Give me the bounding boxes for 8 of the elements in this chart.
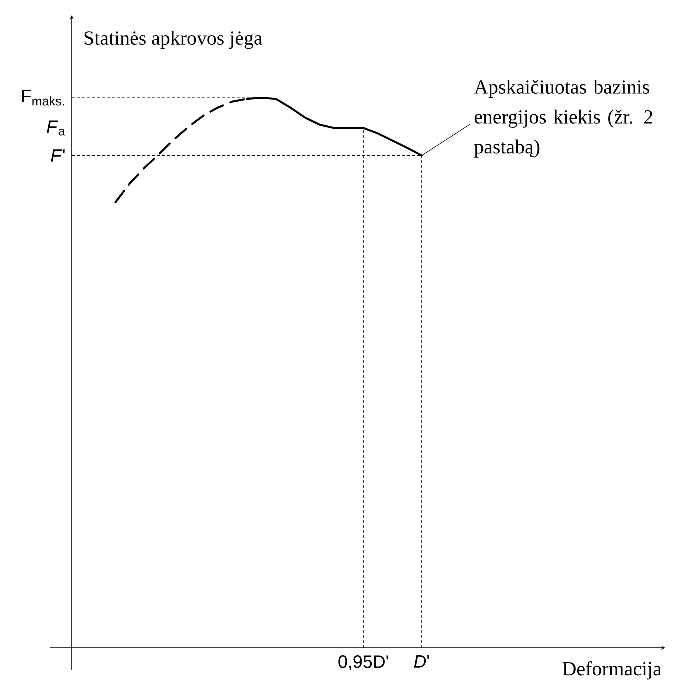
- x-tick-label: D': [414, 656, 430, 668]
- x-tick-label: 0,95D': [338, 656, 388, 670]
- x-axis-title: Deformacija: [562, 662, 662, 680]
- y-axis-title: Statinės apkrovos jėga: [84, 31, 263, 50]
- ref-line-label: F$_{maks.}$: [22, 90, 64, 106]
- annotation: Apskaičiuotas bazinis energijos kiekis (žr. 2 pastabą): [474, 80, 653, 158]
- ref-line-label: F$_{a}$: [47, 120, 66, 136]
- ref-line-label: F': [51, 150, 65, 162]
